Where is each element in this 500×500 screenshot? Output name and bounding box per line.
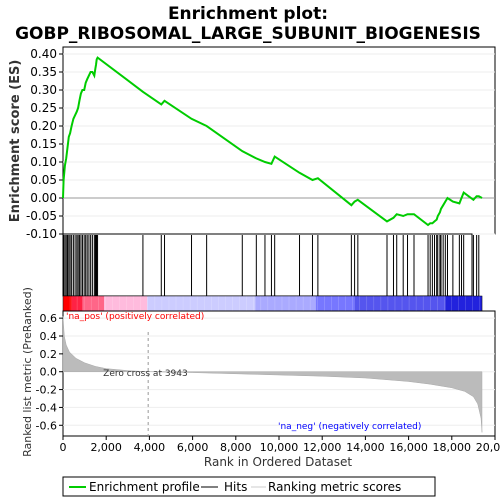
es-panel: 0.40 0.35 0.30 0.25 0.20 0.15 0.10 0.05 0.00 -0.0… bbox=[8, 46, 496, 241]
x-tick-label: 12,000 bbox=[303, 441, 342, 454]
metric-tick-label: -0.4 bbox=[36, 401, 57, 414]
color-bar-segment bbox=[255, 296, 316, 311]
es-tick-label: 0.05 bbox=[30, 173, 57, 187]
es-y-ticks: 0.40 0.35 0.30 0.25 0.20 0.15 0.10 0.05 0.00 -0.0… bbox=[26, 47, 63, 241]
color-bar-segment bbox=[315, 296, 355, 311]
x-tick-label: 2,000 bbox=[90, 441, 122, 454]
legend-metric-label: Ranking metric scores bbox=[268, 480, 401, 494]
es-tick-label: -0.05 bbox=[26, 209, 57, 223]
es-tick-label: -0.10 bbox=[26, 227, 57, 241]
color-bar-segment bbox=[63, 296, 72, 311]
metric-tick-label: -0.6 bbox=[36, 419, 57, 432]
x-tick-label: 4,000 bbox=[134, 441, 166, 454]
hits-frame bbox=[62, 233, 473, 297]
na-pos-label: 'na_pos' (positively correlated) bbox=[66, 312, 204, 322]
x-ticks: 0 2,000 4,000 6,000 8,000 10,000 12,000 14,000 1… bbox=[60, 436, 500, 454]
metric-y-axis-label: Ranked list metric (PreRanked) bbox=[21, 287, 34, 457]
chart-title-line2: GOBP_RIBOSOMAL_LARGE_SUBUNIT_BIOGENESIS bbox=[15, 24, 481, 44]
legend-es-label: Enrichment profile bbox=[89, 480, 200, 494]
legend-frame bbox=[62, 476, 436, 497]
es-tick-label: 0.30 bbox=[30, 83, 57, 97]
x-tick-label: 6,000 bbox=[177, 441, 209, 454]
zero-cross-label: Zero cross at 3943 bbox=[103, 369, 188, 379]
x-axis-label: Rank in Ordered Dataset bbox=[204, 455, 352, 469]
na-neg-label: 'na_neg' (negatively correlated) bbox=[278, 422, 421, 432]
color-bar-segment bbox=[71, 296, 83, 311]
x-tick-label: 8,000 bbox=[220, 441, 252, 454]
es-tick-label: 0.20 bbox=[30, 119, 57, 133]
chart-title-line1: Enrichment plot: bbox=[168, 4, 328, 24]
color-bar-segment bbox=[104, 296, 148, 311]
es-tick-label: 0.00 bbox=[30, 191, 57, 205]
color-bar-segment bbox=[445, 296, 483, 311]
metric-tick-label: 0.6 bbox=[40, 312, 58, 325]
x-tick-label: 10,000 bbox=[260, 441, 299, 454]
es-curve bbox=[62, 56, 483, 227]
x-tick-label: 16,000 bbox=[389, 441, 428, 454]
es-tick-label: 0.15 bbox=[30, 137, 57, 151]
metric-tick-label: 0.2 bbox=[40, 348, 58, 361]
metric-tick-label: -0.2 bbox=[36, 384, 57, 397]
legend: Enrichment profile Hits Ranking metric s… bbox=[62, 476, 436, 497]
ranking-color-bar bbox=[62, 295, 483, 312]
color-bar-segment bbox=[354, 296, 446, 311]
es-tick-label: 0.25 bbox=[30, 101, 57, 115]
legend-hits-label: Hits bbox=[224, 480, 247, 494]
color-bar-segment bbox=[147, 296, 256, 311]
es-tick-label: 0.40 bbox=[30, 47, 57, 61]
hits-panel bbox=[62, 233, 480, 297]
metric-tick-label: 0.4 bbox=[40, 330, 58, 343]
es-y-axis-label: Enrichment score (ES) bbox=[8, 60, 23, 223]
es-tick-label: 0.35 bbox=[30, 65, 57, 79]
x-tick-label: 0 bbox=[60, 441, 67, 454]
x-tick-label: 20,000 bbox=[476, 441, 500, 454]
es-tick-label: 0.10 bbox=[30, 155, 57, 169]
metric-area bbox=[62, 316, 483, 433]
hit-lines bbox=[63, 235, 480, 296]
metric-panel: Zero cross at 3943 'na_pos' (positively … bbox=[21, 287, 500, 469]
x-tick-label: 14,000 bbox=[346, 441, 385, 454]
color-bar-segment bbox=[82, 296, 105, 311]
es-plot-frame bbox=[62, 46, 496, 235]
metric-tick-label: 0.0 bbox=[40, 366, 58, 379]
x-tick-label: 18,000 bbox=[433, 441, 472, 454]
metric-y-ticks: 0.6 0.4 0.2 0.0 -0.2 -0.4 -0.6 bbox=[36, 312, 63, 432]
